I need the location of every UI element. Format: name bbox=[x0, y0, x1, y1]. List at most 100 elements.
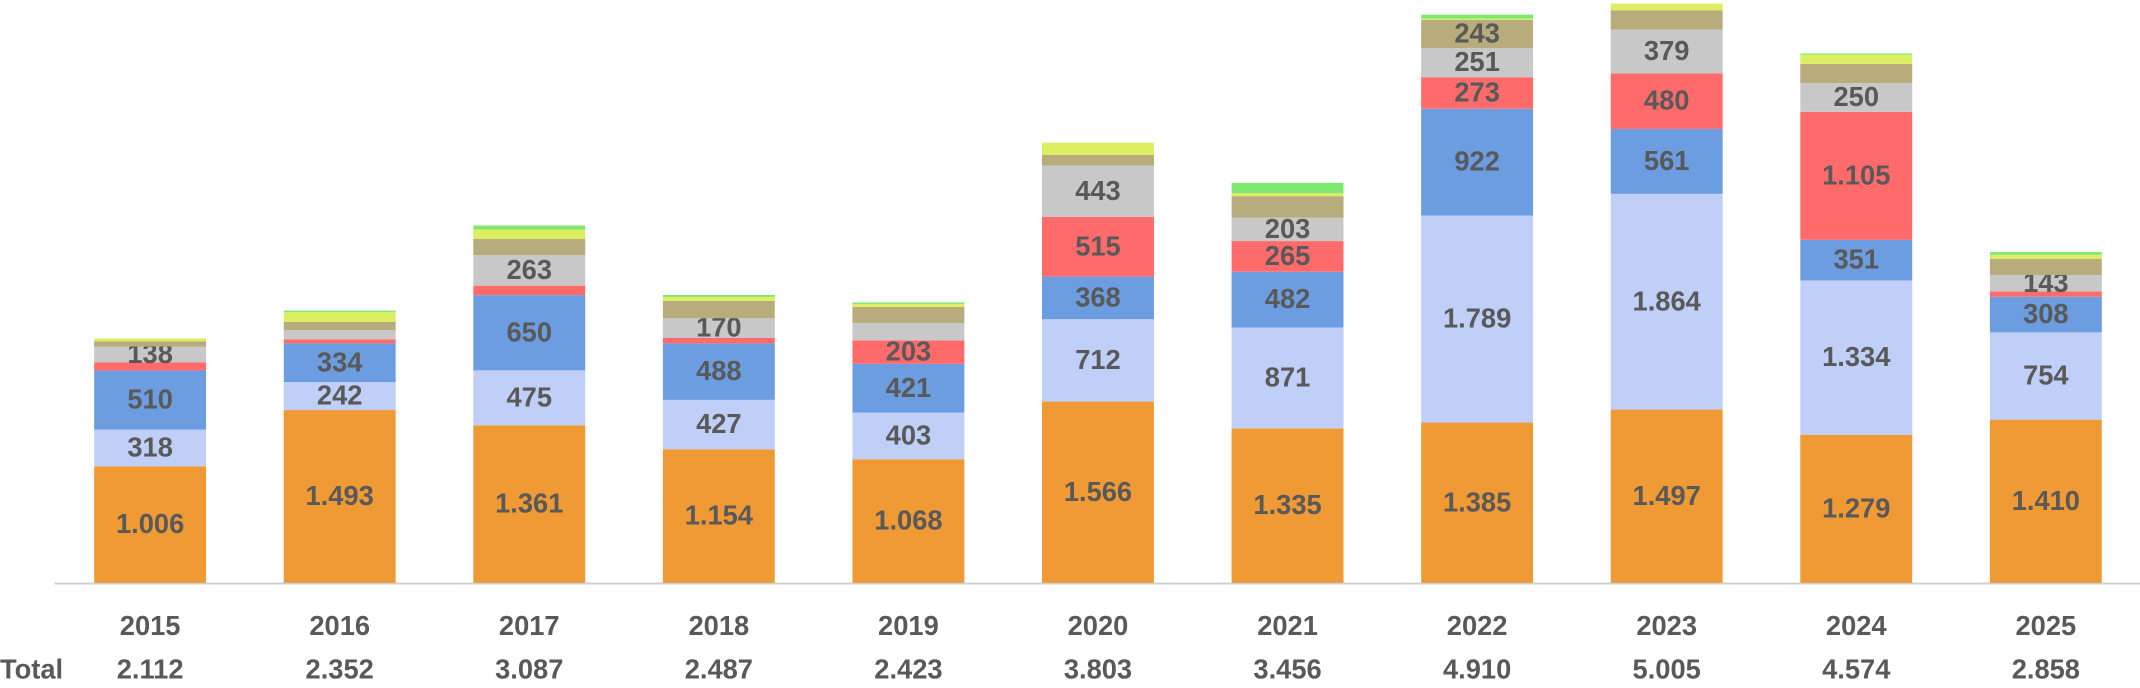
bar-segment bbox=[1989, 258, 2102, 275]
x-tick-label: 2019 bbox=[878, 610, 939, 641]
total-label: 4.910 bbox=[1443, 654, 1511, 685]
bar-segment bbox=[1042, 217, 1154, 277]
bar-segment bbox=[1989, 419, 2102, 583]
bar-segment bbox=[473, 285, 586, 296]
segment-label: 1.789 bbox=[1443, 303, 1511, 334]
bar-segment bbox=[1800, 82, 1913, 112]
bar-segment bbox=[1421, 14, 1534, 19]
segment-label: 421 bbox=[886, 372, 932, 403]
segment-label: 1.105 bbox=[1822, 159, 1890, 190]
segment-label: 1.493 bbox=[306, 480, 374, 511]
x-tick-label: 2015 bbox=[120, 610, 181, 641]
bar-segment bbox=[1800, 239, 1913, 281]
bar-segment bbox=[852, 306, 965, 324]
bar-segment bbox=[852, 303, 965, 307]
segment-label: 250 bbox=[1833, 81, 1879, 112]
segment-label: 1.154 bbox=[685, 500, 754, 531]
bar-segment bbox=[1610, 29, 1723, 74]
bar-segment bbox=[283, 312, 396, 322]
segment-label: 263 bbox=[507, 254, 553, 285]
total-label: 2.487 bbox=[685, 654, 753, 685]
segment-label: 368 bbox=[1075, 281, 1121, 312]
segment-label: 1.335 bbox=[1253, 489, 1321, 520]
bar-segment bbox=[1989, 254, 2102, 259]
bar-segment bbox=[473, 255, 586, 286]
x-tick-label: 2018 bbox=[688, 610, 749, 641]
bar-segment bbox=[94, 341, 207, 347]
x-tick-label: 2017 bbox=[499, 610, 560, 641]
x-tick-label: 2021 bbox=[1257, 610, 1318, 641]
bar-segment bbox=[94, 338, 207, 342]
bar-segment bbox=[94, 370, 207, 430]
bar-segment bbox=[1231, 196, 1344, 218]
segment-label: 1.006 bbox=[116, 508, 184, 539]
bar-segment bbox=[283, 330, 396, 340]
bar-segment bbox=[852, 363, 965, 413]
segment-label: 480 bbox=[1644, 85, 1690, 116]
segment-label: 515 bbox=[1075, 230, 1121, 261]
segment-label: 1.385 bbox=[1443, 486, 1511, 517]
total-label: 2.112 bbox=[117, 654, 184, 685]
segment-label: 488 bbox=[696, 355, 742, 386]
total-label: 2.423 bbox=[874, 654, 942, 685]
segment-label: 273 bbox=[1454, 77, 1500, 108]
bar-segment bbox=[852, 340, 965, 364]
bar-segment bbox=[852, 459, 965, 583]
bar-segment bbox=[1421, 20, 1534, 49]
segment-label: 443 bbox=[1075, 175, 1121, 206]
bar-segment bbox=[94, 346, 207, 363]
bar-segment bbox=[1610, 10, 1723, 30]
segment-label: 334 bbox=[317, 346, 363, 377]
total-label: 4.574 bbox=[1822, 654, 1891, 685]
total-label: 3.456 bbox=[1253, 654, 1321, 685]
bar-segment bbox=[662, 296, 775, 301]
bar-segment bbox=[1610, 128, 1723, 194]
x-tick-label: 2022 bbox=[1447, 610, 1508, 641]
segment-label: 1.864 bbox=[1633, 285, 1702, 316]
bar-segment bbox=[1421, 18, 1534, 21]
segment-label: 1.334 bbox=[1822, 341, 1891, 372]
bar-segment bbox=[1989, 332, 2102, 420]
segment-label: 308 bbox=[2023, 298, 2069, 329]
segment-label: 243 bbox=[1454, 18, 1500, 49]
bar-segment bbox=[1421, 48, 1534, 78]
bar-segment bbox=[662, 300, 775, 319]
bar-segment bbox=[662, 449, 775, 583]
bar-segment bbox=[852, 412, 965, 460]
segment-label: 475 bbox=[507, 381, 553, 412]
bar-segment bbox=[1042, 319, 1154, 402]
bar-segment bbox=[473, 425, 586, 583]
segment-label: 510 bbox=[127, 384, 173, 415]
bar-segment bbox=[1042, 276, 1154, 320]
bar-segment bbox=[662, 399, 775, 450]
bar-segment bbox=[283, 310, 396, 313]
bar-segment bbox=[94, 429, 207, 467]
bar-segment bbox=[1610, 73, 1723, 129]
bar-segment bbox=[1800, 280, 1913, 435]
bar-segment bbox=[662, 343, 775, 400]
x-tick-label: 2016 bbox=[309, 610, 370, 641]
totals-label: Total bbox=[0, 654, 63, 685]
x-tick-label: 2020 bbox=[1068, 610, 1129, 641]
segment-label: 1.566 bbox=[1064, 476, 1132, 507]
bar-segment bbox=[1421, 215, 1534, 423]
segment-label: 251 bbox=[1454, 46, 1500, 77]
bar-segment bbox=[1800, 53, 1913, 55]
segment-label: 242 bbox=[317, 380, 363, 411]
bar-segment bbox=[1610, 409, 1723, 583]
segment-label: 203 bbox=[886, 336, 932, 367]
bar-segment bbox=[1231, 271, 1344, 328]
segment-label: 922 bbox=[1454, 146, 1500, 177]
bar-segment bbox=[852, 302, 965, 304]
bar-segment bbox=[1042, 401, 1154, 583]
total-label: 5.005 bbox=[1633, 654, 1701, 685]
bar-segment bbox=[1610, 193, 1723, 410]
bar-segment bbox=[1421, 422, 1534, 583]
bar-segment bbox=[1042, 165, 1154, 218]
bar-segment bbox=[283, 382, 396, 411]
bar-segment bbox=[1231, 182, 1344, 194]
total-label: 3.087 bbox=[495, 654, 563, 685]
segment-label: 403 bbox=[886, 419, 932, 450]
bar-segment bbox=[1042, 154, 1154, 166]
